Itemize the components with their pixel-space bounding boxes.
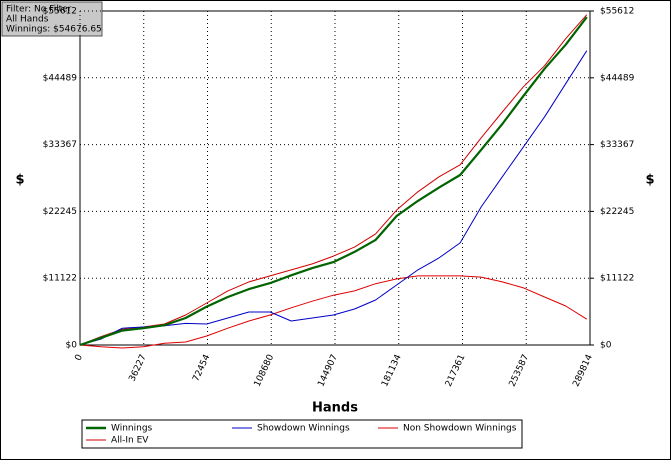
y2-axis-label: $ bbox=[645, 173, 654, 188]
legend-label: Showdown Winnings bbox=[257, 424, 350, 434]
x-axis-label: Hands bbox=[312, 401, 358, 416]
y-tick-label: $55612 bbox=[43, 7, 77, 17]
y2-tick-label: $44489 bbox=[600, 73, 635, 83]
y-axis-label: $ bbox=[15, 173, 24, 188]
filter-text: Winnings: $54676.65 bbox=[6, 25, 102, 35]
legend bbox=[81, 419, 523, 449]
plot-area bbox=[79, 10, 591, 346]
y-tick-label: $0 bbox=[66, 341, 78, 351]
y2-tick-label: $33367 bbox=[600, 140, 634, 150]
filter-text: Filter: No Filter bbox=[6, 5, 72, 15]
y-tick-label: $22245 bbox=[43, 207, 77, 217]
y2-tick-label: $11122 bbox=[600, 274, 634, 284]
series-line bbox=[79, 16, 588, 347]
y-tick-label: $44489 bbox=[43, 73, 78, 83]
y-tick-label: $11122 bbox=[43, 274, 77, 284]
legend-label: Winnings bbox=[111, 424, 153, 434]
legend-label: All-In EV bbox=[111, 436, 149, 446]
filter-text: All Hands bbox=[6, 15, 49, 25]
legend-label: Non Showdown Winnings bbox=[403, 424, 517, 434]
y2-tick-label: $22245 bbox=[600, 207, 634, 217]
y-tick-label: $33367 bbox=[43, 140, 77, 150]
series-line bbox=[79, 275, 588, 349]
y2-tick-label: $0 bbox=[600, 341, 612, 351]
filter-box bbox=[1, 1, 103, 37]
x-tick-label: 0 bbox=[73, 353, 85, 363]
series-line bbox=[79, 14, 588, 346]
y2-tick-label: $55612 bbox=[600, 7, 634, 17]
